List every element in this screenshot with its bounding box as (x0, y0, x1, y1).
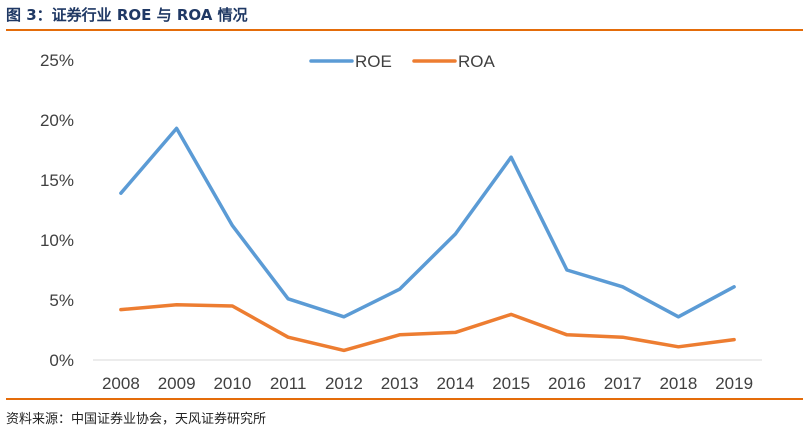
x-tick-label: 2019 (715, 374, 753, 393)
x-tick-label: 2010 (213, 374, 251, 393)
x-tick-label: 2015 (492, 374, 530, 393)
source-note: 资料来源：中国证券业协会，天风证券研究所 (6, 412, 267, 427)
x-tick-label: 2017 (604, 374, 642, 393)
y-tick-label: 15% (40, 171, 74, 190)
source-rule (6, 398, 803, 400)
x-tick-label: 2013 (381, 374, 419, 393)
y-tick-label: 0% (49, 351, 74, 370)
series-line-roe (119, 126, 736, 319)
x-tick-label: 2011 (270, 374, 307, 393)
x-tick-label: 2012 (325, 374, 363, 393)
figure-title: 图 3：证券行业 ROE 与 ROA 情况 (6, 6, 248, 24)
legend-label-roa: ROA (458, 52, 496, 71)
y-tick-label: 5% (49, 291, 74, 310)
x-tick-label: 2009 (158, 374, 196, 393)
x-tick-label: 2018 (659, 374, 697, 393)
title-rule (6, 29, 803, 31)
x-tick-label: 2008 (102, 374, 140, 393)
y-tick-label: 10% (40, 231, 74, 250)
x-tick-label: 2014 (436, 374, 474, 393)
y-tick-label: 20% (40, 111, 74, 130)
legend-label-roe: ROE (355, 52, 392, 71)
y-tick-label: 25% (40, 51, 74, 70)
x-tick-label: 2016 (548, 374, 586, 393)
series-line-roa (119, 303, 736, 353)
